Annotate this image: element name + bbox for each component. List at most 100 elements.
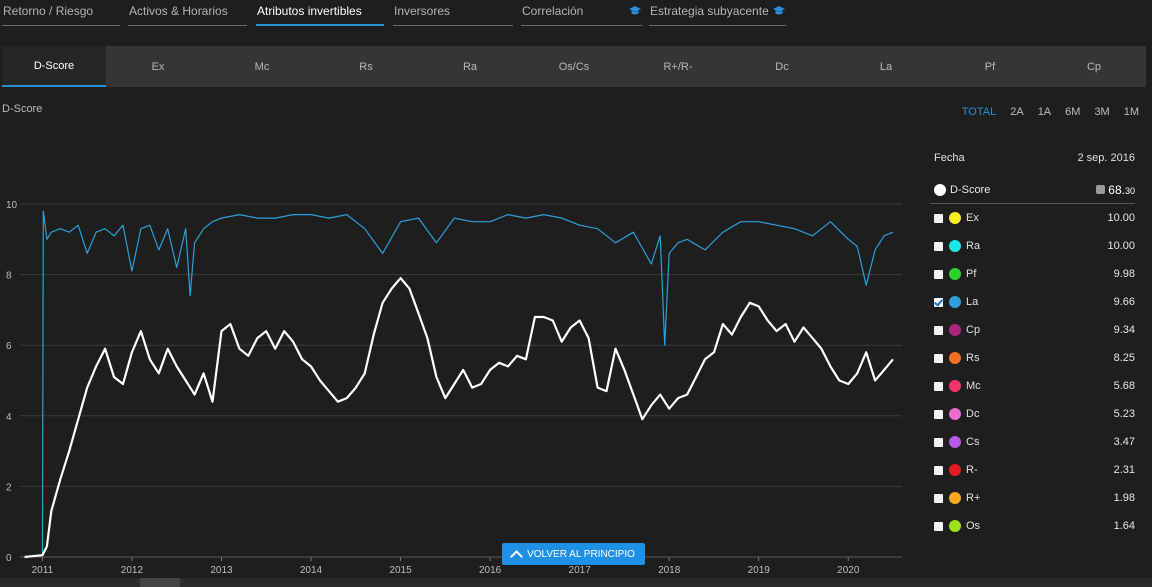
series-color-dot [949, 464, 961, 476]
legend-row-r-[interactable]: R- 2.31 [930, 456, 1135, 484]
range-total[interactable]: TOTAL [961, 106, 997, 118]
range-6m[interactable]: 6M [1065, 106, 1081, 118]
graduation-cap-icon [773, 6, 785, 15]
y-tick-label: 6 [6, 341, 12, 352]
series-color-dot [949, 296, 961, 308]
series-value: 9.98 [1113, 268, 1135, 280]
shield-icon [1096, 184, 1106, 194]
series-checkbox[interactable] [934, 213, 943, 223]
subtab-dc[interactable]: Dc [775, 60, 789, 73]
subtab-pf[interactable]: Pf [984, 60, 996, 73]
series-checkbox[interactable] [934, 297, 943, 307]
series-name: Cs [966, 436, 980, 448]
range-2a[interactable]: 2A [1010, 106, 1024, 118]
subtab-d-score[interactable]: D-Score [2, 46, 106, 87]
series-color-dot [949, 380, 961, 392]
series-color-dot [949, 324, 961, 336]
series-value: 10.00 [1107, 240, 1135, 252]
x-tick-label: 2018 [658, 565, 681, 576]
series-name: R- [966, 464, 978, 476]
legend-row-ra[interactable]: Ra 10.00 [930, 232, 1135, 260]
legend-row-cs[interactable]: Cs 3.47 [930, 428, 1135, 456]
series-checkbox[interactable] [934, 381, 943, 391]
series-name: La [966, 296, 979, 308]
chevron-up-icon [510, 550, 523, 563]
tab-atributos-invertibles[interactable]: Atributos invertibles [256, 4, 384, 26]
legend-row-la[interactable]: La 9.66 [930, 288, 1135, 316]
d-score-marker [934, 183, 946, 196]
d-score-chart: 0 2 4 6 8 10 2011 2012 2013 2014 2015 2016 2017 2018 2… [0, 200, 1152, 587]
navigator-handle [140, 578, 180, 587]
legend-row-rs[interactable]: Rs 8.25 [930, 344, 1135, 372]
y-tick-label: 0 [6, 553, 12, 564]
range-3m[interactable]: 3M [1094, 106, 1110, 118]
range-selector: TOTAL 2A 1A 6M 3M 1M [955, 106, 1146, 118]
subtab-ra[interactable]: Ra [462, 60, 478, 73]
date-value: 2 sep. 2016 [1077, 152, 1136, 164]
series-value: 5.68 [1113, 380, 1135, 392]
subtab-la[interactable]: La [879, 60, 893, 73]
series-checkbox[interactable] [934, 465, 943, 475]
range-1m[interactable]: 1M [1123, 106, 1139, 118]
subtab-os-cs[interactable]: Os/Cs [558, 60, 590, 73]
tab-estrategia-subyacente[interactable]: Estrategia subyacente [649, 4, 786, 26]
x-tick-label: 2016 [479, 565, 502, 576]
series-checkbox[interactable] [934, 409, 943, 419]
series-value: 9.34 [1113, 324, 1135, 336]
tab-inversores[interactable]: Inversores [393, 4, 513, 26]
series-name: Mc [966, 380, 981, 392]
series-value: 9.66 [1113, 296, 1135, 308]
x-tick-label: 2020 [837, 565, 860, 576]
series-value: 1.98 [1113, 492, 1135, 504]
value-int: 68. [1108, 182, 1125, 197]
tab-correlacion[interactable]: Correlación [521, 4, 642, 26]
legend-main-value: 68.30 [1096, 183, 1135, 197]
value-dec: 30 [1124, 185, 1135, 196]
series-name: Ex [966, 212, 979, 224]
legend-main-series: D-Score 68.30 [930, 176, 1135, 204]
legend-row-dc[interactable]: Dc 5.23 [930, 400, 1135, 428]
legend-header: Fecha 2 sep. 2016 [930, 152, 1135, 176]
series-checkbox[interactable] [934, 493, 943, 503]
tab-label: Estrategia subyacente [650, 4, 769, 18]
tab-label: Retorno / Riesgo [3, 4, 94, 18]
series-name: Pf [966, 268, 977, 280]
legend-row-mc[interactable]: Mc 5.68 [930, 372, 1135, 400]
legend-row-ex[interactable]: Ex 10.00 [930, 204, 1135, 232]
series-name: Rs [966, 352, 980, 364]
subtab-ex[interactable]: Ex [151, 60, 165, 73]
back-to-top-button[interactable]: VOLVER AL PRINCIPIO [502, 543, 645, 565]
legend-row-cp[interactable]: Cp 9.34 [930, 316, 1135, 344]
series-value: 2.31 [1113, 464, 1135, 476]
series-name: R+ [966, 492, 981, 504]
tab-label: Activos & Horarios [129, 4, 228, 18]
tab-label: Correlación [522, 4, 584, 18]
series-checkbox[interactable] [934, 353, 943, 363]
x-tick-label: 2014 [300, 565, 323, 576]
date-label: Fecha [934, 152, 965, 164]
series-value: 5.23 [1113, 408, 1135, 420]
legend-row-r-[interactable]: R+ 1.98 [930, 484, 1135, 512]
series-value: 10.00 [1107, 212, 1135, 224]
series-color-dot [949, 240, 961, 252]
subtab-mc[interactable]: Mc [254, 60, 270, 73]
x-tick-label: 2011 [32, 565, 54, 576]
series-checkbox[interactable] [934, 325, 943, 335]
range-1a[interactable]: 1A [1037, 106, 1052, 118]
series-color-dot [949, 492, 961, 504]
legend-row-pf[interactable]: Pf 9.98 [930, 260, 1135, 288]
subtab-r-r-[interactable]: R+/R- [663, 60, 693, 73]
subtab-rs[interactable]: Rs [359, 60, 373, 73]
series-value: 3.47 [1113, 436, 1135, 448]
series-checkbox[interactable] [934, 269, 943, 279]
x-tick-label: 2017 [569, 565, 592, 576]
series-color-dot [949, 520, 961, 532]
tab-activos-horarios[interactable]: Activos & Horarios [128, 4, 247, 26]
y-tick-label: 2 [6, 482, 12, 493]
series-checkbox[interactable] [934, 521, 943, 531]
legend-row-os[interactable]: Os 1.64 [930, 512, 1135, 540]
series-checkbox[interactable] [934, 241, 943, 251]
tab-retorno-riesgo[interactable]: Retorno / Riesgo [2, 4, 120, 26]
series-checkbox[interactable] [934, 437, 943, 447]
subtab-cp[interactable]: Cp [1086, 60, 1102, 73]
